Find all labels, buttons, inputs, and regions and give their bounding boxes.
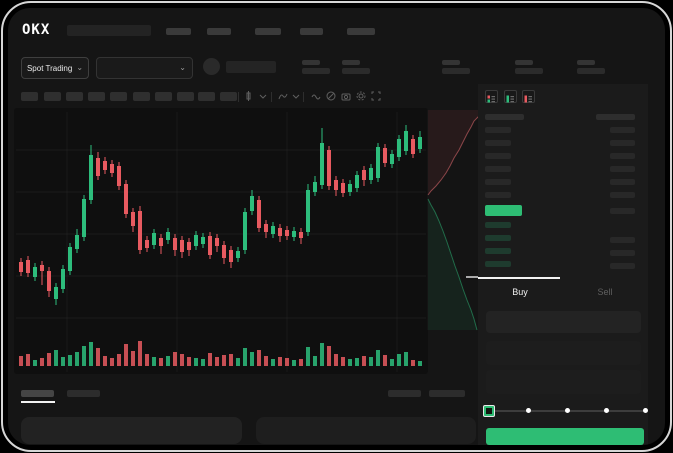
bottom-tab-active[interactable] — [21, 390, 54, 397]
ask-price-placeholder[interactable] — [485, 127, 511, 133]
chart-type-icon[interactable] — [244, 90, 256, 102]
logo-adjacent-placeholder — [67, 25, 151, 36]
nav-item-placeholder[interactable] — [207, 28, 231, 35]
stat-label-placeholder — [515, 60, 533, 65]
trade-input-placeholder[interactable] — [486, 311, 641, 333]
interval-chip[interactable] — [220, 92, 237, 101]
bid-amount-placeholder — [610, 237, 635, 243]
last-price-amount-placeholder — [610, 208, 635, 214]
bottom-action-placeholder[interactable] — [429, 390, 465, 397]
ask-price-placeholder[interactable] — [485, 166, 511, 172]
orderbook-column-header-placeholder — [596, 114, 635, 120]
trade-input-placeholder[interactable] — [486, 370, 641, 394]
tab-sell[interactable]: Sell — [597, 287, 613, 297]
stat-value-placeholder — [577, 68, 605, 74]
pair-avatar[interactable] — [203, 58, 220, 75]
interval-chip[interactable] — [133, 92, 150, 101]
chevron-down-icon[interactable] — [290, 90, 302, 102]
ask-price-placeholder[interactable] — [485, 140, 511, 146]
interval-chip[interactable] — [155, 92, 172, 101]
buy-submit-button[interactable] — [486, 428, 644, 445]
bid-amount-placeholder — [610, 250, 635, 256]
camera-icon[interactable] — [340, 90, 352, 102]
bid-price-placeholder[interactable] — [485, 222, 511, 228]
market-type-label: Spot Trading — [26, 63, 73, 73]
interval-chip[interactable] — [21, 92, 38, 101]
app-window: OKX Spot Trading ⌄ ⌄ Buy Sell — [8, 8, 665, 445]
stat-label-placeholder — [442, 60, 460, 65]
book-bids-icon[interactable] — [504, 90, 517, 103]
nav-item-placeholder[interactable] — [255, 28, 281, 35]
bottom-action-placeholder[interactable] — [388, 390, 421, 397]
line-tool-icon[interactable] — [310, 90, 322, 102]
interval-chip[interactable] — [198, 92, 215, 101]
chart-panel[interactable] — [14, 108, 428, 374]
nav-item-placeholder[interactable] — [166, 28, 191, 35]
book-split-icon[interactable] — [485, 90, 498, 103]
depth-overlay-panel[interactable] — [427, 110, 480, 330]
slider-handle[interactable] — [484, 406, 494, 416]
stat-value-placeholder — [442, 68, 470, 74]
fullscreen-icon[interactable] — [370, 90, 382, 102]
compare-icon[interactable] — [325, 90, 337, 102]
active-bottom-tab-underline — [21, 401, 55, 403]
ask-amount-placeholder — [610, 140, 635, 146]
stat-label-placeholder — [342, 60, 360, 65]
toolbar-separator — [271, 92, 272, 102]
interval-chip[interactable] — [44, 92, 61, 101]
stat-value-placeholder — [302, 68, 330, 74]
tab-buy[interactable]: Buy — [512, 287, 528, 297]
interval-chip[interactable] — [110, 92, 127, 101]
orderbook-column-header-placeholder — [485, 114, 524, 120]
pair-name-placeholder — [226, 61, 276, 73]
ask-price-placeholder[interactable] — [485, 192, 511, 198]
chevron-down-icon[interactable] — [257, 90, 269, 102]
last-price-highlight[interactable] — [485, 205, 522, 216]
slider-stop-dot[interactable] — [565, 408, 570, 413]
ask-price-placeholder[interactable] — [485, 153, 511, 159]
interval-chip[interactable] — [88, 92, 105, 101]
bottom-detail-box — [256, 417, 476, 444]
ask-amount-placeholder — [610, 127, 635, 133]
bid-price-placeholder[interactable] — [485, 248, 511, 254]
slider-stop-dot[interactable] — [604, 408, 609, 413]
nav-item-placeholder[interactable] — [347, 28, 375, 35]
settings-gear-icon[interactable] — [355, 90, 367, 102]
bid-amount-placeholder — [610, 263, 635, 269]
active-tab-indicator — [478, 277, 560, 279]
pair-selector-dropdown[interactable]: ⌄ — [96, 57, 193, 79]
stat-label-placeholder — [577, 60, 595, 65]
stat-value-placeholder — [515, 68, 543, 74]
ask-price-placeholder[interactable] — [485, 179, 511, 185]
nav-item-placeholder[interactable] — [300, 28, 323, 35]
ask-amount-placeholder — [610, 166, 635, 172]
interval-chip[interactable] — [66, 92, 83, 101]
bottom-tab[interactable] — [67, 390, 100, 397]
toolbar-separator — [303, 92, 304, 102]
ask-amount-placeholder — [610, 179, 635, 185]
chevron-down-icon: ⌄ — [76, 63, 84, 72]
slider-stop-dot[interactable] — [526, 408, 531, 413]
stat-label-placeholder — [302, 60, 320, 65]
book-asks-icon[interactable] — [522, 90, 535, 103]
bottom-detail-box — [21, 417, 242, 444]
chevron-down-icon: ⌄ — [179, 63, 186, 72]
bid-price-placeholder[interactable] — [485, 261, 511, 267]
trade-input-placeholder[interactable] — [486, 341, 641, 365]
bid-price-placeholder[interactable] — [485, 235, 511, 241]
ask-amount-placeholder — [610, 153, 635, 159]
interval-chip[interactable] — [177, 92, 194, 101]
okx-logo[interactable]: OKX — [22, 22, 51, 38]
toolbar-separator — [238, 92, 239, 102]
ask-amount-placeholder — [610, 192, 635, 198]
stat-value-placeholder — [342, 68, 370, 74]
market-type-dropdown[interactable]: Spot Trading ⌄ — [21, 57, 89, 79]
slider-stop-dot[interactable] — [643, 408, 648, 413]
indicators-icon[interactable] — [277, 90, 289, 102]
